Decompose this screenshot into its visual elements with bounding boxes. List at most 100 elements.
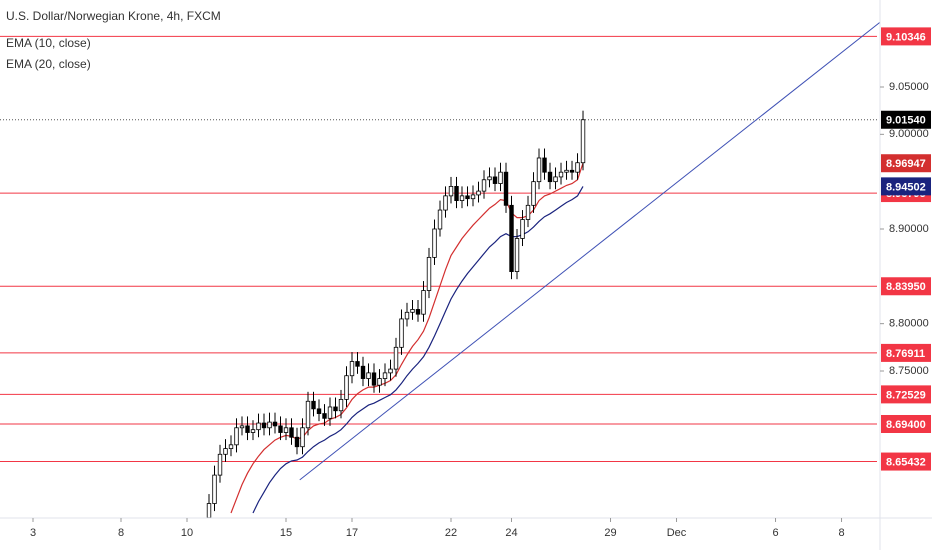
candle-body (470, 194, 476, 200)
y-tick-label: 8.75000 (889, 365, 929, 377)
trendline (299, 21, 880, 481)
candle-body (580, 119, 586, 164)
candle-body (338, 398, 344, 412)
candle-body (360, 365, 366, 379)
candle-body (217, 453, 223, 476)
level-box (881, 27, 931, 46)
level-box (881, 343, 931, 362)
candle-body (547, 171, 553, 183)
candle-body (542, 157, 547, 173)
ema-value-label: 8.96947 (886, 158, 926, 170)
candle-body (206, 503, 212, 518)
level-label: 8.65432 (886, 456, 926, 468)
candle-body (382, 372, 388, 379)
candle-body (525, 204, 531, 220)
candle-body (569, 169, 575, 173)
candle-body (503, 171, 509, 206)
candle-body (410, 309, 415, 313)
level-label: 8.72529 (886, 389, 926, 401)
chart-title: U.S. Dollar/Norwegian Krone, 4h, FXCM (6, 9, 221, 23)
x-tick-label: 24 (505, 527, 517, 539)
candle-body (366, 372, 371, 379)
y-tick-label: 9.00000 (889, 128, 929, 140)
ema-value-box (881, 177, 931, 196)
candle-body (454, 185, 459, 201)
candle-body (432, 228, 437, 258)
candle-body (377, 378, 382, 386)
x-tick-label: 22 (445, 527, 457, 539)
candle-body (245, 425, 250, 433)
ema-value-box (881, 154, 931, 173)
candle-body (305, 400, 311, 429)
candle-body (333, 406, 338, 412)
candle-body (459, 195, 465, 201)
candle-body (558, 171, 564, 178)
y-tick-label: 9.05000 (889, 81, 929, 93)
x-tick-label: 8 (838, 527, 844, 539)
y-tick-label: 8.90000 (889, 223, 929, 235)
axes: 9.05000 9.00000 8.90000 8.80000 8.75000 3 8 10 1… (30, 27, 931, 539)
candle-body (421, 290, 426, 315)
candle-body (498, 171, 503, 184)
candle-body (564, 169, 569, 173)
candle-body (492, 176, 498, 184)
level-box (881, 452, 931, 471)
candle-body (553, 176, 558, 183)
x-tick-label: 8 (118, 527, 124, 539)
candle-body (536, 157, 542, 183)
candle-body (404, 311, 410, 320)
candle-body (327, 406, 333, 419)
x-tick-label: 3 (30, 527, 36, 539)
candle-body (531, 181, 536, 206)
candle-body (344, 375, 349, 400)
candle-body (481, 179, 487, 192)
candle-body (311, 400, 316, 410)
level-label: 9.10346 (886, 31, 926, 43)
candle-body (289, 427, 294, 438)
y-tick-label: 8.80000 (889, 318, 929, 330)
candle-body (371, 372, 377, 386)
candle-body (250, 429, 256, 433)
candle-body (256, 422, 261, 431)
candle-body (283, 427, 289, 433)
candle-body (261, 422, 267, 429)
ema-value-label: 8.94502 (886, 181, 926, 193)
candle-body (322, 413, 327, 419)
candle-body (465, 195, 470, 200)
candle-body (426, 256, 432, 291)
candle-body (448, 185, 454, 197)
x-tick-label: 6 (772, 527, 778, 539)
level-box (881, 385, 931, 404)
candle-body (349, 361, 355, 377)
level-box (881, 277, 931, 296)
ema-line (252, 186, 584, 514)
candle-body (267, 421, 272, 429)
candle-body (355, 361, 360, 367)
candle-body (443, 195, 448, 211)
candle-body (316, 408, 322, 414)
candle-body (223, 448, 228, 455)
candle-body (278, 425, 283, 433)
candle-body (393, 346, 399, 370)
candle-body (272, 421, 278, 427)
level-label: 8.76911 (886, 348, 925, 360)
candle-body (514, 238, 520, 272)
level-label: 8.69400 (886, 419, 926, 431)
x-tick-label: Dec (667, 527, 687, 539)
candle-body (300, 427, 305, 448)
x-tick-label: 29 (604, 527, 616, 539)
candle-body (575, 162, 580, 173)
legend-entry: EMA (20, close) (6, 57, 91, 71)
candle-body (487, 176, 492, 181)
candle-body (437, 209, 443, 230)
x-tick-label: 15 (280, 527, 292, 539)
legend-entry: EMA (10, close) (6, 36, 91, 50)
candle-body (509, 204, 514, 272)
candle-body (212, 474, 217, 504)
candle-body (388, 368, 393, 374)
candle-body (476, 190, 481, 196)
last-price-label: 9.01540 (886, 115, 926, 127)
candle-body (520, 219, 525, 239)
last-price-box (881, 110, 931, 129)
